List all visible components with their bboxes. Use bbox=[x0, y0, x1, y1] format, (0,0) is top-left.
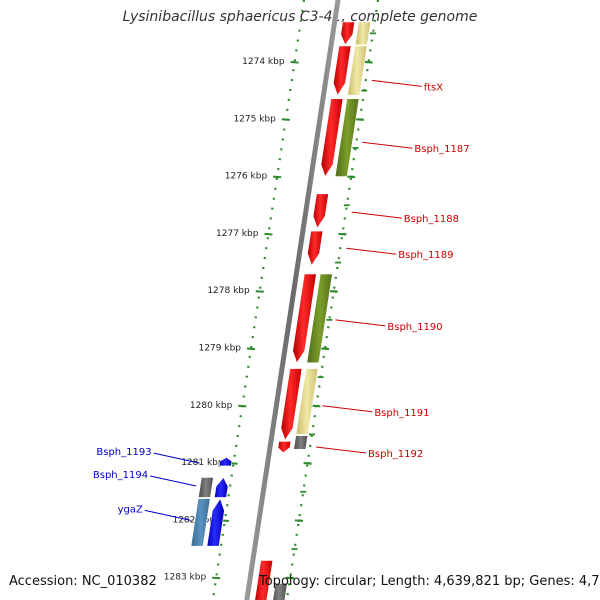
label-leader-line bbox=[153, 452, 200, 464]
gene-arrow-reverse bbox=[218, 457, 233, 467]
gene-arrow-forward bbox=[312, 193, 329, 229]
feature-layer bbox=[190, 21, 372, 600]
gene-label: Bsph_1192 bbox=[368, 449, 423, 460]
ruler-tick-outer bbox=[290, 61, 299, 64]
ruler-tick-label: 1280 kbp bbox=[190, 401, 233, 411]
gene-label: Bsph_1189 bbox=[398, 250, 453, 261]
ruler-tick-outer bbox=[246, 347, 256, 351]
ruler-tick-label: 1279 kbp bbox=[199, 344, 242, 354]
ruler-tick-label: 1275 kbp bbox=[233, 114, 276, 124]
cds-block bbox=[354, 21, 372, 46]
label-leader-line bbox=[346, 247, 397, 255]
label-leader-line bbox=[362, 141, 413, 149]
label-leader-line bbox=[144, 509, 192, 521]
ruler-tick-label: 1283 kbp bbox=[164, 573, 207, 583]
ruler-tick-label: 1276 kbp bbox=[225, 172, 268, 182]
backbone-layer bbox=[244, 0, 341, 600]
map-title: Lysinibacillus sphaericus C3-41, complet… bbox=[122, 9, 478, 25]
gene-arrow-forward bbox=[340, 21, 356, 46]
ruler-tick-outer bbox=[281, 118, 290, 121]
ruler-guide-inner bbox=[285, 0, 380, 600]
gene-arrow-forward bbox=[277, 441, 292, 454]
accession-text: Accession: NC_010382 bbox=[9, 574, 157, 589]
genome-backbone bbox=[244, 0, 341, 600]
gene-label: Bsph_1188 bbox=[404, 214, 459, 225]
ruler-guide-outer bbox=[211, 0, 306, 600]
ruler-tick-label: 1277 kbp bbox=[216, 229, 259, 239]
gene-label: Bsph_1191 bbox=[374, 408, 429, 419]
gene-label: Bsph_1193 bbox=[96, 447, 151, 458]
ruler-tick-label: 1278 kbp bbox=[207, 286, 250, 296]
gene-arrow-forward bbox=[307, 230, 324, 267]
label-leader-line bbox=[351, 211, 402, 219]
label-leader-line bbox=[150, 475, 197, 487]
ruler-tick-outer bbox=[273, 175, 282, 179]
ruler-tick-outer bbox=[255, 290, 264, 293]
gene-label: Bsph_1190 bbox=[387, 322, 442, 333]
ruler-tick-label: 1281 kbp bbox=[181, 458, 224, 468]
topology-text: Topology: circular; Length: 4,639,821 bp… bbox=[259, 574, 600, 589]
gene-label: ftsX bbox=[424, 82, 443, 93]
cds-block bbox=[295, 368, 319, 435]
gene-arrow-forward bbox=[292, 273, 317, 364]
cds-block bbox=[198, 477, 214, 498]
label-leader-line bbox=[371, 79, 422, 87]
ruler-tick-outer bbox=[264, 232, 273, 236]
gene-label: ygaZ bbox=[118, 504, 143, 515]
cds-block bbox=[347, 45, 368, 96]
ruler-layer: 1274 kbp 1275 kbp 1276 kbp 1277 kbp 1278 kbp… bbox=[164, 0, 380, 600]
gene-label: Bsph_1187 bbox=[414, 144, 469, 155]
ruler-tick-outer bbox=[212, 576, 221, 580]
gene-arrow-reverse bbox=[214, 476, 229, 498]
gene-arrow-forward bbox=[320, 98, 344, 178]
gene-arrow-forward bbox=[333, 45, 352, 96]
cds-block bbox=[293, 435, 309, 450]
label-leader-line bbox=[315, 446, 367, 454]
gene-arrow-reverse bbox=[206, 497, 225, 547]
ruler-tick-label: 1282 kbp bbox=[172, 515, 215, 525]
ruler-tick-outer bbox=[238, 404, 247, 408]
label-layer: ftsX Bsph_1187 Bsph_1188 Bsph_1189 Bsph_1190… bbox=[93, 79, 470, 521]
ruler-tick-label: 1274 kbp bbox=[242, 57, 285, 67]
gene-arrow-forward bbox=[280, 368, 303, 441]
label-leader-line bbox=[335, 319, 386, 327]
cds-block bbox=[190, 498, 211, 547]
cds-block bbox=[272, 583, 288, 600]
cds-block bbox=[334, 98, 360, 177]
gene-label: Bsph_1194 bbox=[93, 470, 148, 481]
gene-arrow-forward bbox=[254, 560, 274, 600]
cds-block bbox=[306, 273, 333, 364]
label-leader-line bbox=[322, 405, 373, 413]
